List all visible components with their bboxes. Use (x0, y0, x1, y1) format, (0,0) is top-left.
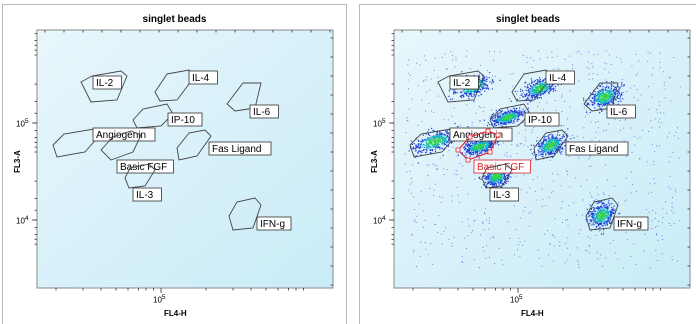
gate-polygon[interactable] (228, 197, 262, 231)
gate-il-3[interactable]: IL-3 (481, 163, 519, 202)
gate-label-box[interactable] (565, 141, 629, 156)
gate-label-box[interactable] (208, 141, 272, 156)
gate-il-3[interactable]: IL-3 (124, 163, 162, 202)
gate-polygon[interactable] (154, 69, 196, 102)
gate-label-box[interactable] (606, 104, 636, 119)
gate-handle[interactable] (467, 134, 473, 140)
gate-label[interactable]: IL-6 (610, 107, 628, 118)
gate-il-4[interactable]: IL-4 (511, 69, 575, 102)
gate-basic-fgf[interactable]: Basic FGF (455, 128, 531, 174)
gate-label[interactable]: IL-4 (192, 73, 210, 84)
gate-label-box[interactable] (116, 159, 174, 174)
gate-il-6[interactable]: IL-6 (583, 82, 636, 119)
gate-label[interactable]: IFN-g (260, 219, 285, 230)
gate-label-box[interactable] (188, 70, 218, 85)
y-tick-label: 105 (16, 118, 29, 129)
gate-polygon[interactable] (124, 163, 156, 189)
gate-polygon[interactable] (226, 82, 262, 112)
y-tick-exp: 4 (381, 215, 386, 222)
gate-fas-ligand[interactable]: Fas Ligand (533, 129, 629, 161)
plot-title: singlet beads (142, 14, 207, 25)
gate-polygon[interactable] (585, 197, 619, 231)
y-tick-label: 104 (16, 215, 29, 226)
gate-polygon[interactable] (100, 130, 142, 161)
dot-plot-area[interactable]: IL-2 IL-4 IL-6 IP-10 Angiogenin Basic FGF Fas … (32, 29, 334, 293)
axis-ticks (389, 30, 690, 293)
gate-label[interactable]: Fas Ligand (212, 144, 261, 155)
gate-il-4[interactable]: IL-4 (154, 69, 218, 102)
gate-label[interactable]: IL-2 (453, 78, 471, 89)
gate-label-box[interactable] (545, 70, 575, 85)
gate-label[interactable]: IL-4 (549, 73, 567, 84)
gate-label[interactable]: Angiogenin (96, 130, 146, 141)
gate-polygon[interactable] (511, 69, 553, 102)
gate-label-box[interactable] (473, 159, 531, 174)
plot-panel-right: singlet beads IL-2 IL-4 IL-6 IP-10 Angiogeni… (359, 4, 696, 324)
gate-fas-ligand[interactable]: Fas Ligand (176, 129, 272, 161)
gate-label-box[interactable] (613, 216, 649, 231)
gate-il-2[interactable]: IL-2 (80, 70, 128, 103)
gate-ifn-g[interactable]: IFN-g (585, 197, 649, 231)
gate-handle[interactable] (495, 132, 501, 138)
gate-handle[interactable] (465, 157, 471, 163)
gate-label-box[interactable] (132, 187, 162, 202)
y-tick-label: 104 (373, 215, 386, 226)
gate-handle[interactable] (485, 128, 491, 134)
gate-label[interactable]: IP-10 (528, 115, 552, 126)
gate-il-6[interactable]: IL-6 (226, 82, 279, 119)
y-tick-label: 105 (373, 118, 386, 129)
y-axis-label: FL3-A (369, 150, 379, 173)
gate-label-box[interactable] (167, 112, 203, 127)
gate-label[interactable]: IP-10 (171, 115, 195, 126)
gate-label-box[interactable] (249, 104, 279, 119)
x-tick-label: 105 (153, 294, 166, 305)
gate-il-2[interactable]: IL-2 (437, 70, 485, 103)
gate-label[interactable]: IL-3 (136, 190, 154, 201)
gate-label[interactable]: Fas Ligand (569, 144, 618, 155)
gate-label[interactable]: IL-6 (253, 107, 271, 118)
gate-polygon[interactable] (481, 163, 513, 189)
gate-label-box[interactable] (256, 216, 292, 231)
dot-plot-area[interactable]: IL-2 IL-4 IL-6 IP-10 Angiogenin Basic FGF Fas … (389, 29, 691, 293)
gate-handle[interactable] (455, 147, 461, 153)
gate-label-box[interactable] (449, 75, 479, 90)
plot-title: singlet beads (496, 14, 560, 25)
gate-label[interactable]: Basic FGF (120, 162, 167, 173)
y-tick-exp: 4 (24, 215, 29, 222)
gate-basic-fgf[interactable]: Basic FGF (100, 130, 174, 174)
x-tick-label: 105 (510, 294, 523, 305)
plot-panel-left: singlet beads IL-2 IL-4 IL-6 IP-10 Angiogeni… (2, 4, 347, 324)
gate-label-box[interactable] (524, 112, 560, 127)
gate-polygon[interactable] (437, 70, 485, 103)
gate-ip-10[interactable]: IP-10 (132, 103, 203, 129)
gate-polygon[interactable] (583, 82, 619, 112)
y-tick-exp: 5 (24, 118, 29, 125)
gate-label[interactable]: Basic FGF (477, 162, 524, 173)
gate-label-box[interactable] (489, 187, 519, 202)
x-axis-label: FL4-H (521, 309, 544, 318)
gate-polygon[interactable] (80, 70, 128, 103)
y-axis-label: FL3-A (12, 150, 22, 173)
gate-label-box[interactable] (92, 75, 122, 90)
y-tick-exp: 5 (381, 118, 386, 125)
gate-polygon[interactable] (176, 129, 212, 161)
x-axis-label: FL4-H (164, 309, 187, 318)
gate-label[interactable]: IL-3 (493, 190, 511, 201)
gate-ifn-g[interactable]: IFN-g (228, 197, 292, 231)
x-tick-exp: 5 (161, 294, 166, 301)
axis-ticks (32, 30, 333, 293)
gate-label[interactable]: Angiogenin (453, 130, 503, 141)
gate-polygon[interactable] (533, 129, 569, 161)
x-tick-exp: 5 (518, 294, 523, 301)
gate-ip-10[interactable]: IP-10 (489, 103, 560, 129)
gate-label[interactable]: IL-2 (96, 78, 114, 89)
gate-label[interactable]: IFN-g (617, 219, 642, 230)
gate-handle[interactable] (487, 149, 493, 155)
